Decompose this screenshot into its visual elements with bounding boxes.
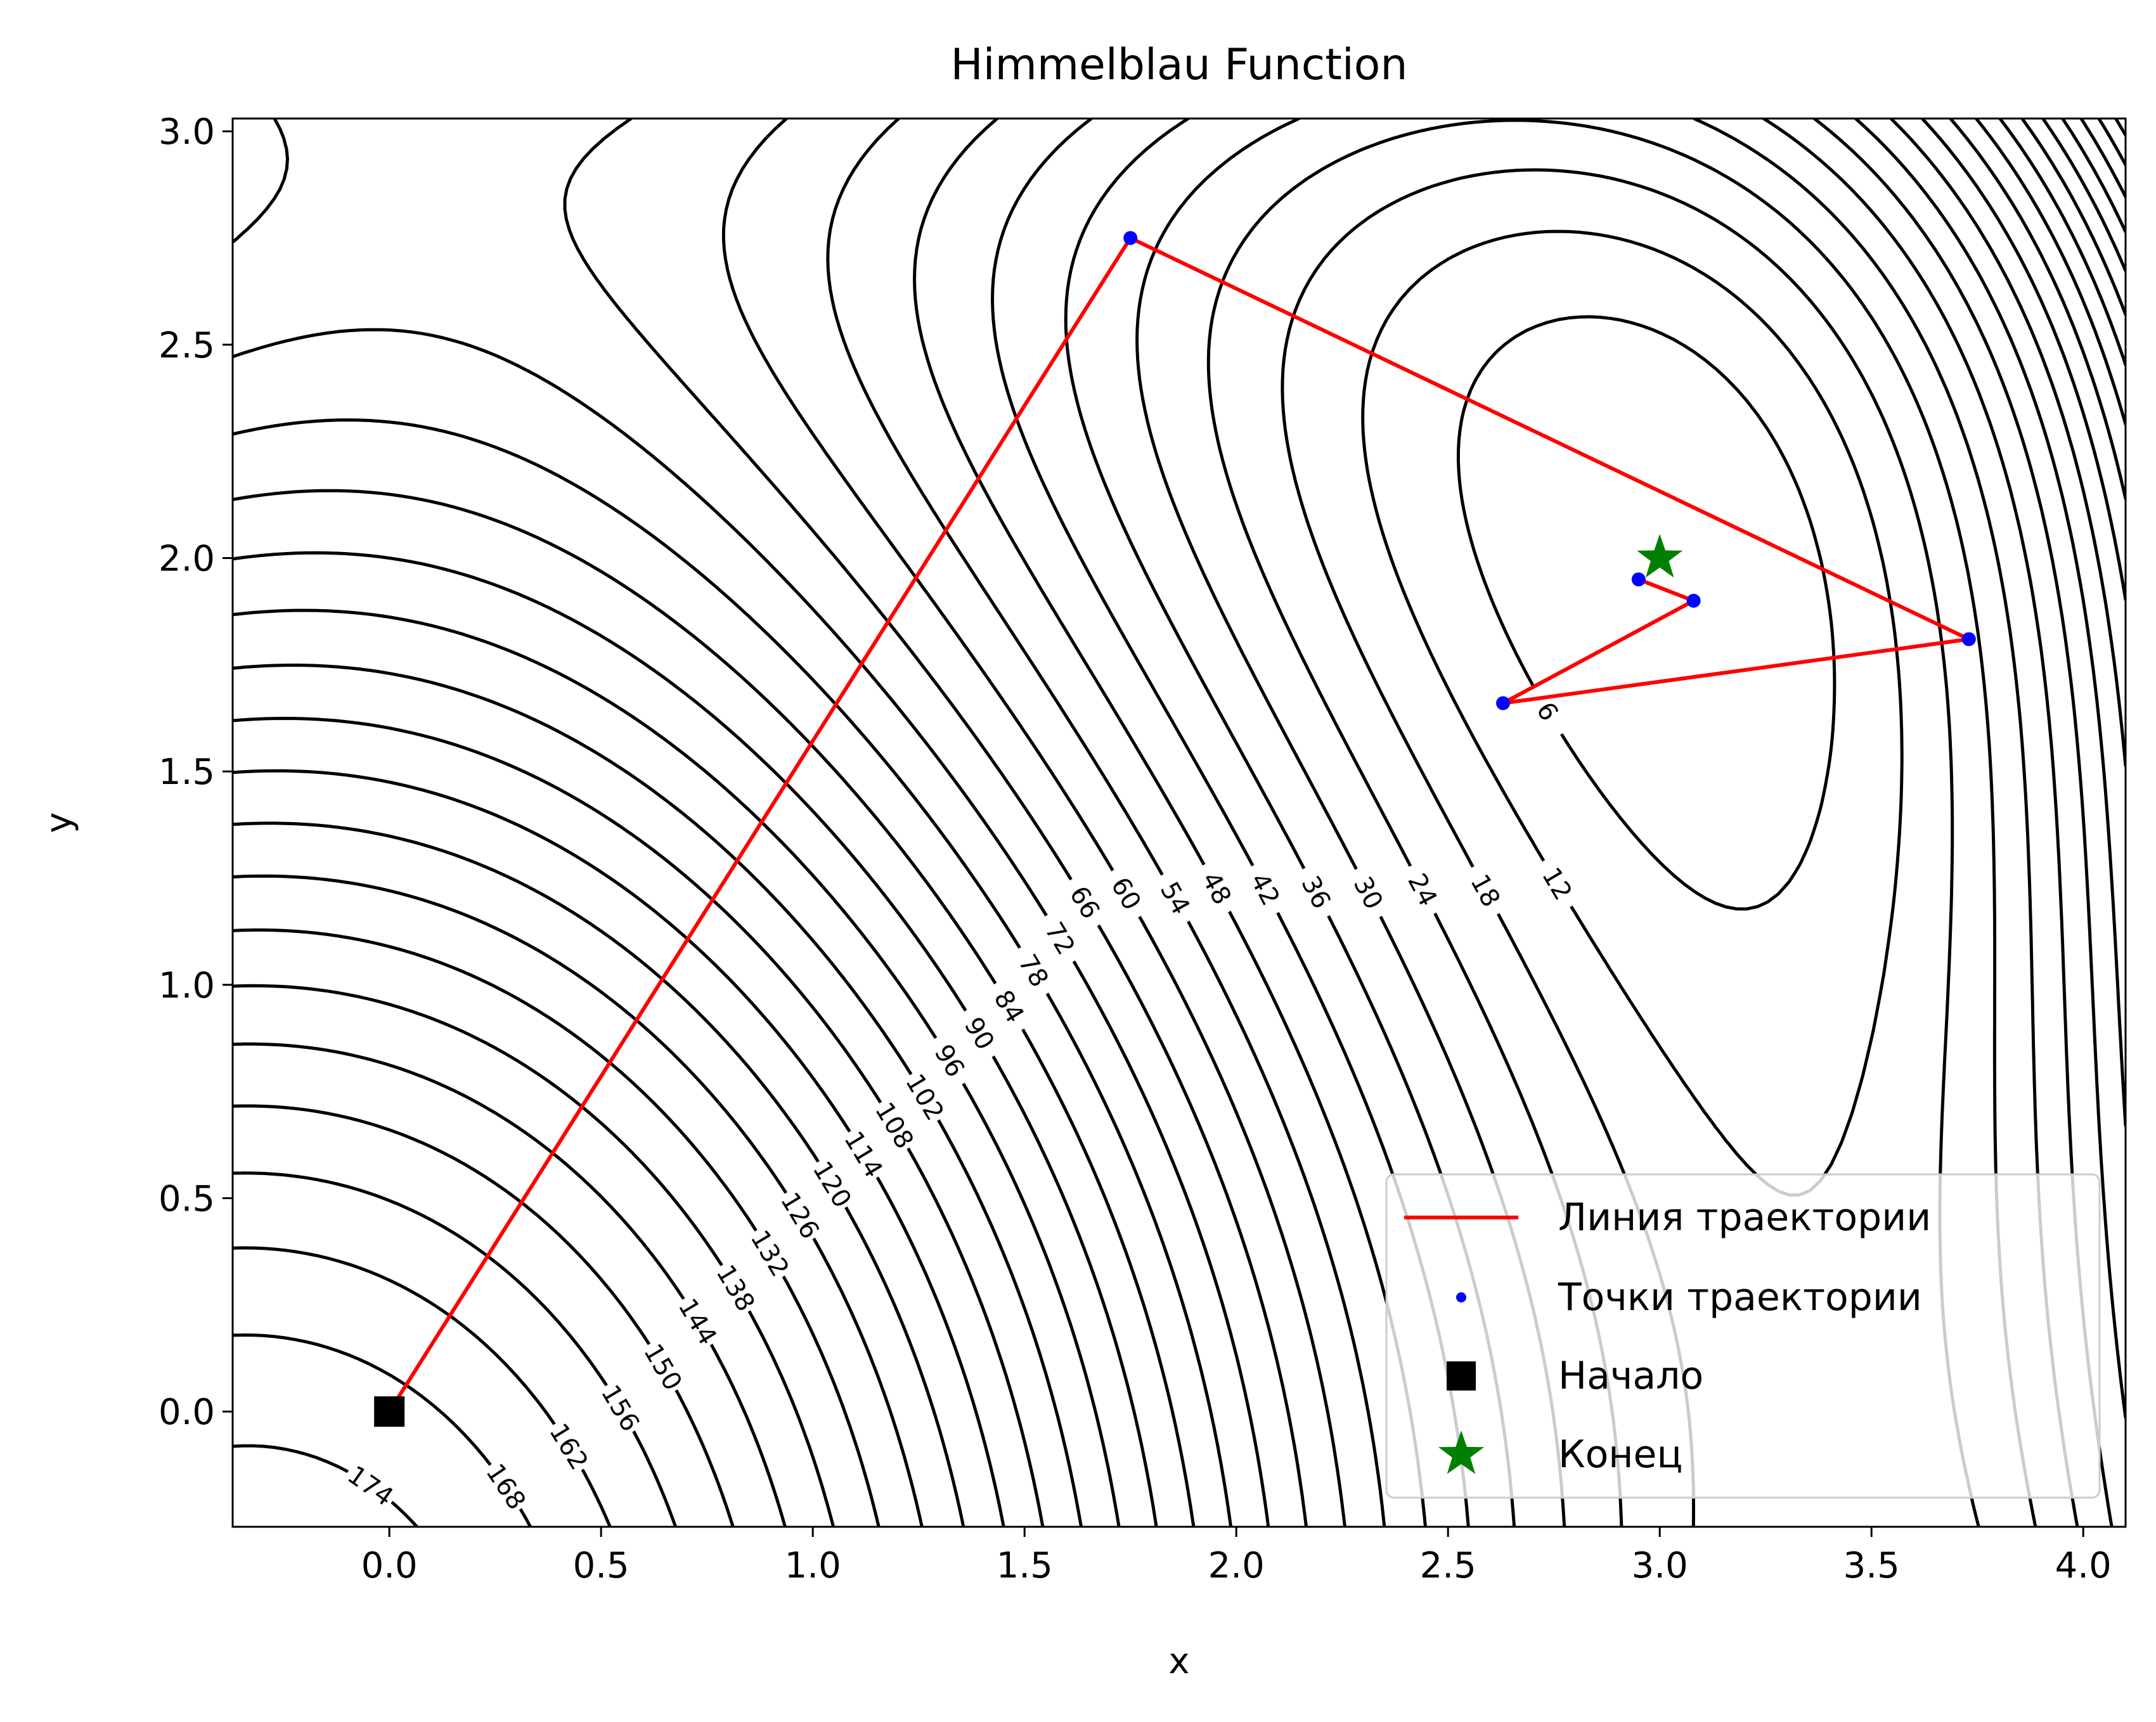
contour-line [233,984,836,1527]
contour-label-bg [1189,856,1244,920]
legend-label-line: Линия траектории [1558,1195,1931,1240]
contour-label-bg [804,1153,860,1216]
contour-label-bg [1238,858,1293,921]
contour-label-bg [635,1335,691,1399]
contour-label-bg [669,1290,726,1353]
contour-label-bg [952,1002,1008,1065]
contour-label-bg [1099,862,1154,925]
x-axis-label: x [1168,1641,1189,1682]
x-tick-label: 3.0 [1632,1545,1688,1586]
legend-box [1385,1173,2101,1499]
contour-label-bg [1005,939,1062,1002]
contour-line [721,119,2126,1527]
contour-label-bg [1341,861,1396,924]
y-tick-label: 0.5 [158,1179,215,1220]
contour-line [233,119,2126,1527]
contour-line [233,119,2126,1527]
contour-label-group: 6 [1520,679,1576,743]
x-tick-label: 1.0 [785,1545,841,1586]
contour-line [1456,315,1836,911]
plot-frame [231,117,2127,1528]
contour-label-bg [707,1256,764,1320]
contour-label-bg [1529,852,1585,915]
contour-label-bg [1289,861,1343,923]
x-tick-label: 2.0 [1208,1545,1265,1586]
y-axis: 0.0 0.5 1.0 1.5 2.0 2.5 3.0 [158,112,233,1433]
legend-square-swatch [1447,1361,1476,1391]
contour-line [913,119,2126,1527]
contour-line [233,1104,735,1527]
legend-point-swatch [1456,1292,1466,1302]
trajectory-point [1961,632,1976,646]
contour-line [233,119,2126,1527]
x-tick-label: 4.0 [2055,1545,2112,1586]
chart-title: Himmelblau Function [951,40,1408,90]
contour-label-bg [922,1029,978,1092]
contour-label-group: 78 [1005,939,1062,1002]
trajectory-point [1686,593,1701,608]
x-axis: 0.0 0.5 1.0 1.5 2.0 2.5 3.0 3.5 4.0 [361,1527,2112,1586]
series-layer [374,231,1976,1427]
legend: Линия траектории Точки траектории Начало… [1385,1173,2101,1499]
contour-label-bg [867,1094,923,1157]
legend-label-start: Начало [1558,1354,1703,1398]
contour-line [233,1042,787,1527]
trajectory-line [387,236,1971,1413]
x-tick-label: 2.5 [1420,1545,1476,1586]
contour-label-bg [1057,871,1113,934]
trajectory-point [1496,696,1511,710]
contour-label-bg [772,1184,829,1247]
plot-area: 6121824303642485460667278849096102108114… [231,117,2127,1528]
contour-line [826,119,2126,1527]
contour-label-bg [593,1377,649,1439]
trajectory-point [1631,572,1646,587]
contour-label-bg [1032,907,1088,970]
contour-label-bg [981,975,1037,1038]
contour-label-bg [897,1065,953,1129]
start-marker [374,1396,405,1427]
contour-label-bg [1147,866,1203,930]
contour-label-bg [1395,858,1450,922]
contour-label-bg [836,1122,892,1186]
y-tick-label: 2.0 [158,539,215,580]
x-tick-label: 3.5 [1843,1545,1900,1586]
x-tick-label: 1.5 [997,1545,1053,1586]
y-tick-label: 3.0 [158,112,215,153]
contour-label-bg [1458,859,1513,922]
trajectory-point [1123,231,1138,245]
contour-line [233,119,2126,1527]
y-tick-label: 2.5 [158,325,215,366]
contour-label-bg [742,1222,798,1285]
end-marker [1637,534,1683,578]
x-tick-label: 0.5 [573,1545,629,1586]
legend-star-swatch [1438,1430,1485,1474]
contour-label-bg [1520,679,1576,743]
legend-label-end: Конец [1558,1432,1682,1477]
contour-line [233,928,881,1527]
contour-label-bg [339,1456,403,1515]
y-axis-label: y [39,812,80,833]
contour-label-bg [541,1415,597,1478]
y-tick-label: 1.0 [158,965,215,1006]
y-tick-label: 1.5 [158,752,215,793]
x-tick-label: 0.0 [361,1545,418,1586]
legend-label-points: Точки траектории [1558,1275,1922,1320]
contour-label-bg [477,1455,535,1518]
y-tick-label: 0.0 [158,1392,215,1433]
